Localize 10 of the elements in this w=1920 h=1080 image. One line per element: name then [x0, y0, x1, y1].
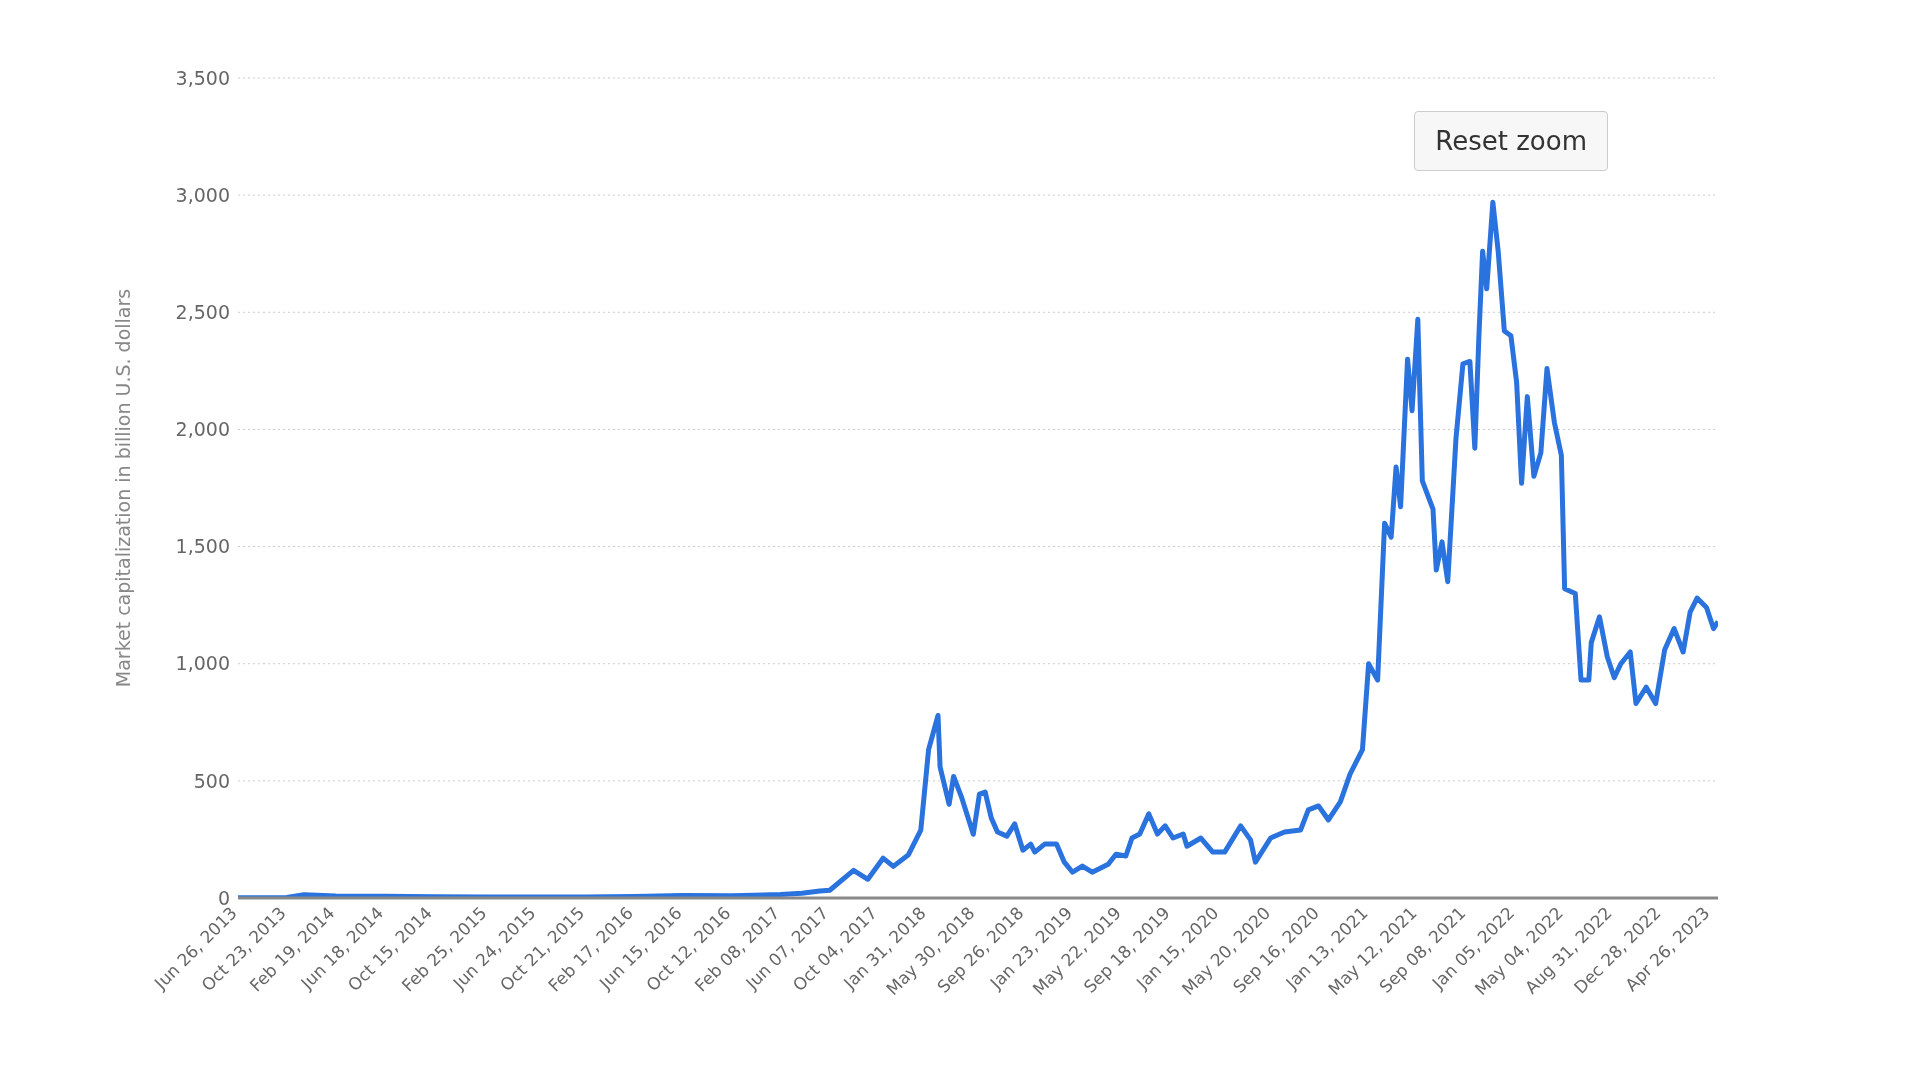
y-tick-label: 500	[193, 769, 230, 792]
y-tick-label: 3,500	[175, 66, 230, 89]
y-tick-label: 2,500	[175, 301, 230, 324]
reset-zoom-button: Reset zoom	[1414, 111, 1608, 171]
y-tick-label: 1,500	[175, 535, 230, 558]
y-tick-label: 2,000	[175, 418, 230, 441]
y-tick-label: 3,000	[175, 183, 230, 206]
y-tick-label: 0	[217, 886, 230, 909]
y-axis-title: Market capitalization in billion U.S. dollars	[111, 288, 134, 688]
y-tick-label: 1,000	[175, 652, 230, 675]
